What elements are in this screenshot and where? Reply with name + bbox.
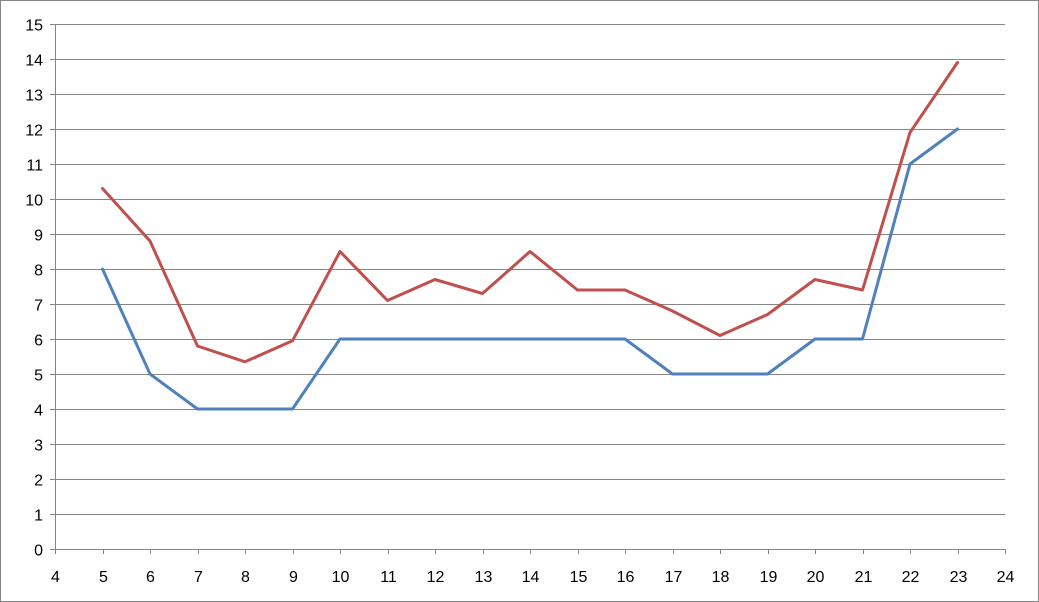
y-tick-label: 2 <box>34 473 43 490</box>
x-tick-label: 10 <box>332 569 350 586</box>
x-tick-label: 6 <box>146 569 155 586</box>
x-tick-label: 17 <box>665 569 683 586</box>
x-tick-label: 21 <box>855 569 873 586</box>
x-tick-label: 14 <box>522 569 540 586</box>
x-tick-label: 11 <box>380 569 397 586</box>
x-tick-label: 7 <box>194 569 203 586</box>
series-line-1 <box>101 127 959 411</box>
y-tick-label: 5 <box>34 368 43 385</box>
series-line-2 <box>101 61 959 364</box>
x-tick-label: 24 <box>997 569 1015 586</box>
x-tick-label: 19 <box>760 569 778 586</box>
x-tick-label: 9 <box>289 569 298 586</box>
y-tick-label: 6 <box>34 333 43 350</box>
y-tick-label: 11 <box>26 158 43 175</box>
y-tick-label: 4 <box>34 403 43 420</box>
y-tick-label: 13 <box>25 88 43 105</box>
x-tick-label: 20 <box>807 569 825 586</box>
y-tick-label: 12 <box>25 123 43 140</box>
y-tick-label: 10 <box>25 193 43 210</box>
x-tick-label: 5 <box>99 569 108 586</box>
x-tick-label: 16 <box>617 569 635 586</box>
y-tick-label: 3 <box>34 438 43 455</box>
y-tick-label: 0 <box>34 543 43 560</box>
axes <box>50 24 1006 554</box>
x-tick-label: 15 <box>570 569 588 586</box>
x-tick-label: 8 <box>241 569 250 586</box>
x-tick-label: 22 <box>902 569 920 586</box>
data-series <box>101 61 959 411</box>
x-tick-label: 23 <box>950 569 968 586</box>
x-tick-label: 13 <box>475 569 493 586</box>
x-tick-label: 12 <box>427 569 445 586</box>
y-tick-label: 1 <box>34 508 43 525</box>
x-tick-labels: 4 5 6 7 8 9 10 11 12 13 14 15 16 17 18 19 20 21 22 23 24 <box>51 569 1014 586</box>
y-tick-label: 7 <box>34 298 43 315</box>
y-tick-label: 15 <box>25 18 43 35</box>
x-tick-label: 4 <box>51 569 60 586</box>
gridlines <box>55 24 1005 515</box>
y-tick-label: 14 <box>25 53 43 70</box>
y-tick-label: 8 <box>34 263 43 280</box>
y-tick-label: 9 <box>34 228 43 245</box>
x-tick-label: 18 <box>712 569 730 586</box>
